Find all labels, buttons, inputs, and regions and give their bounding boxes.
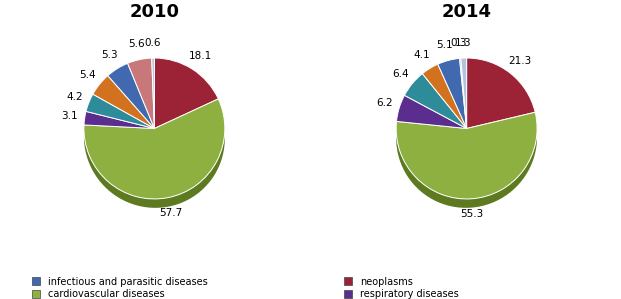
Wedge shape bbox=[155, 58, 219, 129]
Wedge shape bbox=[396, 112, 537, 199]
Wedge shape bbox=[84, 112, 155, 129]
Text: 21.3: 21.3 bbox=[509, 56, 532, 66]
Text: 6.4: 6.4 bbox=[392, 69, 409, 79]
Text: 5.4: 5.4 bbox=[79, 70, 96, 80]
Wedge shape bbox=[84, 99, 225, 199]
Text: 0.3: 0.3 bbox=[451, 38, 467, 48]
Wedge shape bbox=[438, 58, 466, 129]
Title: 2014: 2014 bbox=[442, 3, 492, 21]
Text: 1.3: 1.3 bbox=[455, 38, 471, 48]
Text: 5.6: 5.6 bbox=[128, 39, 145, 49]
Wedge shape bbox=[128, 58, 155, 129]
Text: 5.3: 5.3 bbox=[101, 51, 117, 60]
Wedge shape bbox=[86, 94, 155, 129]
Text: 5.1: 5.1 bbox=[436, 40, 453, 51]
Text: 4.1: 4.1 bbox=[414, 50, 430, 60]
Wedge shape bbox=[404, 74, 466, 129]
Legend: infectious and parasitic diseases, cardiovascular diseases, diseases of the dige: infectious and parasitic diseases, cardi… bbox=[30, 274, 209, 299]
Text: 18.1: 18.1 bbox=[189, 51, 212, 61]
Wedge shape bbox=[108, 63, 155, 129]
Text: 55.3: 55.3 bbox=[461, 209, 484, 219]
Wedge shape bbox=[93, 76, 155, 129]
Text: 0.6: 0.6 bbox=[145, 38, 161, 48]
Wedge shape bbox=[152, 58, 155, 129]
Wedge shape bbox=[461, 58, 466, 129]
Title: 2010: 2010 bbox=[129, 3, 179, 21]
Legend: neoplasms, respiratory diseases, senility, other causes: neoplasms, respiratory diseases, senilit… bbox=[342, 274, 461, 299]
Polygon shape bbox=[84, 124, 225, 208]
Wedge shape bbox=[460, 58, 466, 129]
Text: 3.1: 3.1 bbox=[61, 111, 78, 121]
Wedge shape bbox=[422, 64, 466, 129]
Text: 57.7: 57.7 bbox=[159, 208, 183, 218]
Text: 4.2: 4.2 bbox=[66, 92, 83, 102]
Wedge shape bbox=[466, 58, 535, 129]
Wedge shape bbox=[396, 95, 466, 129]
Polygon shape bbox=[396, 121, 537, 208]
Text: 6.2: 6.2 bbox=[376, 98, 392, 109]
